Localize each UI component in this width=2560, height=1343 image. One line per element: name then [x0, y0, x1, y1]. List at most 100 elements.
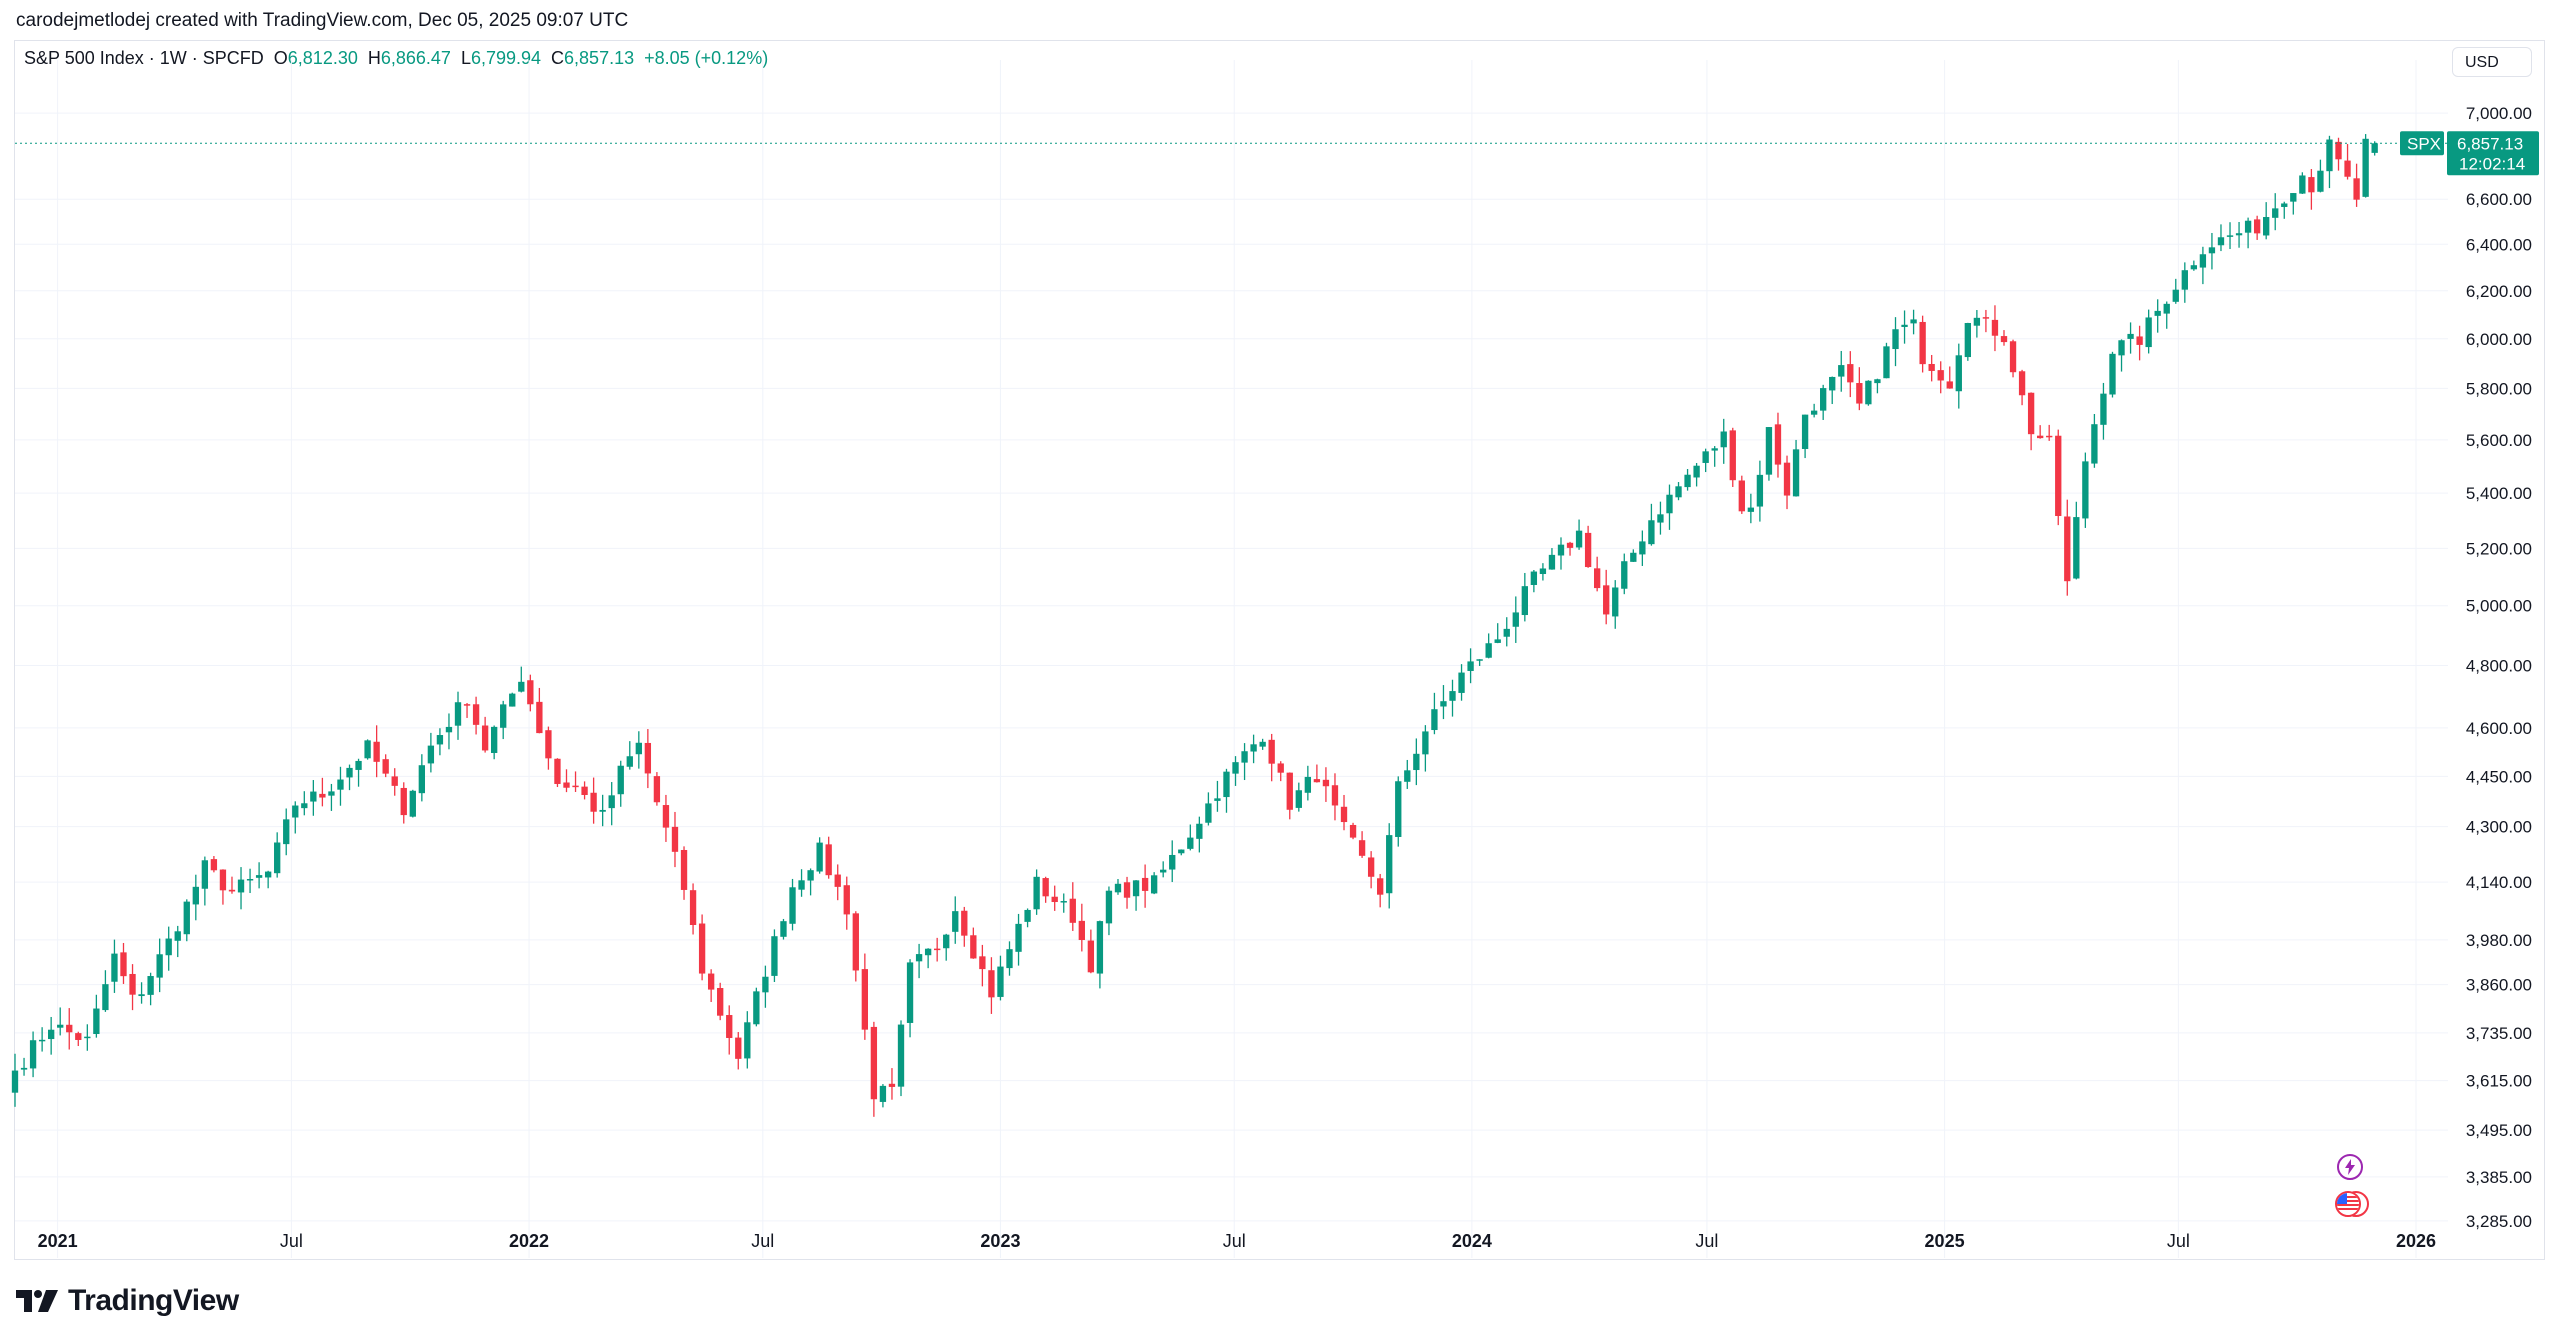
candle-body [1838, 365, 1845, 377]
candle [1187, 824, 1194, 851]
candle [1738, 475, 1745, 514]
time-tick-label: Jul [280, 1231, 303, 1251]
candle [2308, 169, 2315, 210]
us-flag-event-icon[interactable] [2335, 1191, 2361, 1217]
candle-body [1160, 869, 1167, 873]
candle [1729, 427, 1736, 487]
candle-body [500, 704, 507, 728]
candle [1548, 548, 1556, 570]
candle-body [319, 793, 326, 798]
candle-body [1205, 803, 1212, 823]
candle [2353, 163, 2360, 207]
candle-body [2226, 235, 2234, 237]
candle-body [237, 879, 245, 893]
candle [1150, 872, 1158, 895]
candle [2000, 330, 2008, 346]
candle-body [1829, 376, 1836, 391]
candle [599, 794, 606, 827]
candle-body [924, 948, 932, 956]
candle [301, 791, 308, 816]
candle-body [75, 1033, 82, 1040]
price-tick-label: 5,800.00 [2466, 379, 2532, 398]
candle-body [138, 994, 145, 997]
candle [1232, 756, 1239, 786]
candle-body [1512, 612, 1519, 627]
candle-body [66, 1024, 73, 1033]
candle-body [2009, 341, 2017, 373]
candle [1982, 309, 1990, 333]
candle [572, 771, 579, 792]
candle-body [1603, 585, 1610, 615]
ticker-label: SPX [2407, 134, 2441, 153]
candle [1268, 733, 1275, 782]
candle-body [1331, 785, 1339, 806]
candle [1820, 384, 1827, 420]
candle-body [2109, 353, 2116, 395]
candle-body [481, 725, 489, 751]
candle [1223, 768, 1230, 813]
tradingview-logo-icon [16, 1290, 58, 1312]
candle-body [1196, 823, 1203, 839]
candle-body [1150, 875, 1158, 894]
candle [2027, 392, 2035, 451]
price-tick-label: 3,385.00 [2466, 1168, 2532, 1187]
candle-body [509, 693, 516, 707]
time-tick-label: 2024 [1452, 1231, 1492, 1251]
candle-body [870, 1026, 878, 1100]
candle [2009, 339, 2017, 378]
tradingview-brand[interactable]: TradingView [16, 1284, 239, 1318]
currency-button[interactable]: USD [2452, 47, 2532, 77]
candle-body [536, 701, 543, 734]
legend-symbol[interactable]: S&P 500 Index · 1W · SPCFD [24, 48, 264, 68]
candle-body [2163, 303, 2170, 314]
candle [1630, 549, 1637, 562]
candle [1295, 782, 1302, 812]
symbol-legend[interactable]: S&P 500 Index · 1W · SPCFD O 6,812.30 H 6,… [24, 48, 768, 69]
candle-body [1458, 672, 1465, 693]
candle-body [1132, 880, 1140, 897]
candle-body [1856, 383, 1863, 404]
candle-body [1792, 449, 1800, 497]
candle-body [1377, 878, 1384, 895]
time-axis[interactable]: 2021 Jul 2022 Jul 2023 Jul 2024 Jul 2025 Jul 2026 [38, 1231, 2436, 1251]
candle [2073, 501, 2080, 580]
candle-body [789, 887, 796, 924]
candle [1856, 367, 1863, 411]
candle [2163, 301, 2170, 329]
candle-body [2082, 461, 2089, 519]
price-tick-label: 5,600.00 [2466, 431, 2532, 450]
candle-body [572, 785, 579, 788]
candle-body [1910, 319, 1917, 324]
candle-body [879, 1085, 887, 1102]
candle [943, 933, 950, 961]
price-tick-label: 4,450.00 [2466, 767, 2532, 786]
time-tick-label: 2021 [38, 1231, 78, 1251]
candle-body [436, 735, 444, 745]
candle-body [1340, 806, 1348, 823]
price-axis[interactable]: 3,285.00 3,385.00 3,495.00 3,615.00 3,735.00… [2466, 104, 2532, 1231]
candle [1241, 743, 1248, 781]
candle [1250, 734, 1257, 764]
candle-body [581, 786, 588, 795]
time-tick-label: 2026 [2396, 1231, 2436, 1251]
candle-body [1358, 840, 1366, 856]
price-tick-label: 3,285.00 [2466, 1212, 2532, 1231]
candle-body [1593, 568, 1601, 589]
candle [1277, 761, 1284, 782]
candle-body [1494, 639, 1501, 643]
lightning-event-icon[interactable] [2337, 1154, 2363, 1180]
candle [2091, 413, 2098, 468]
candle [1584, 525, 1592, 568]
candle [93, 994, 100, 1038]
candle-body [825, 844, 832, 876]
candle-body [246, 879, 254, 881]
candle-body [1612, 587, 1619, 617]
time-tick-label: Jul [1223, 1231, 1246, 1251]
candle [1747, 493, 1755, 524]
time-tick-label: 2025 [1925, 1231, 1965, 1251]
candle-body [2199, 254, 2207, 268]
price-tick-label: 6,000.00 [2466, 330, 2532, 349]
candle [1702, 448, 1709, 473]
attribution-text: carodejmetlodej created with TradingView… [16, 10, 629, 31]
